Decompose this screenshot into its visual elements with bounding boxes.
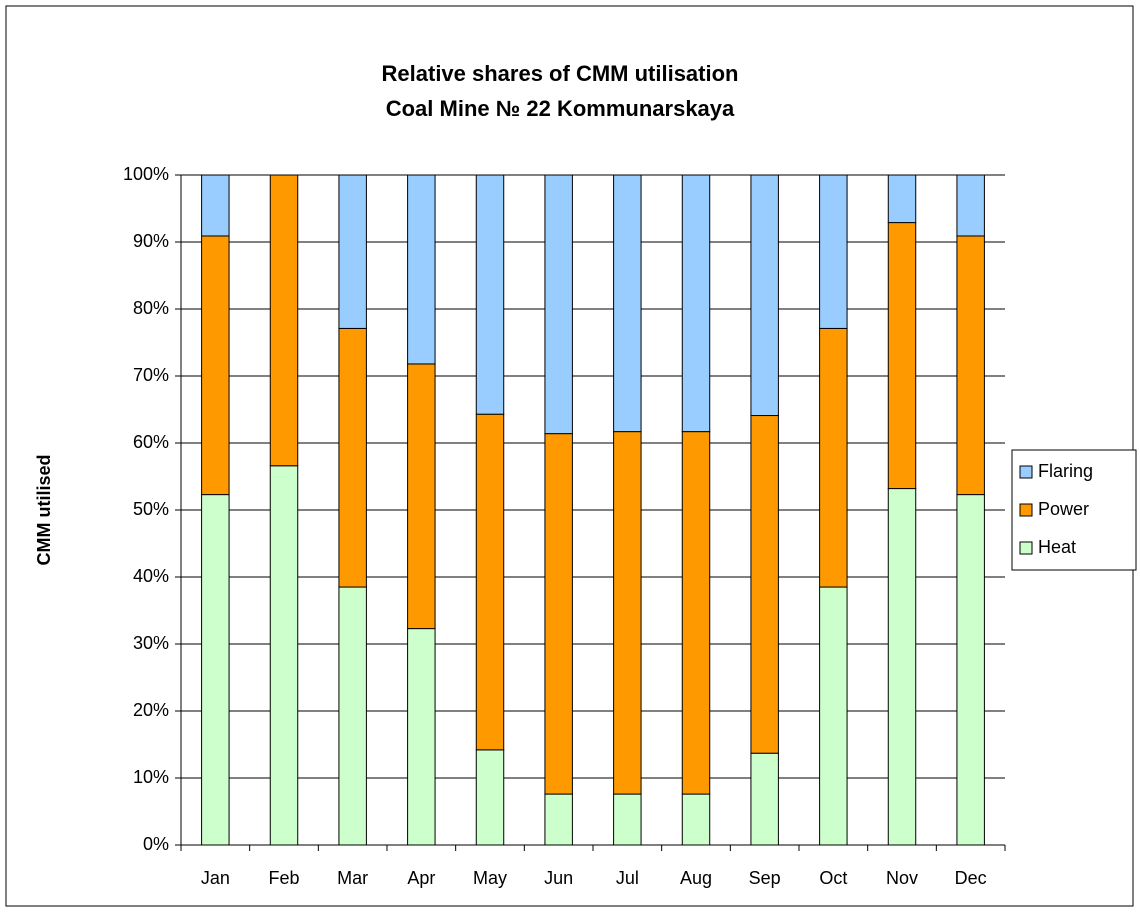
bar-segment (681, 431, 711, 795)
x-tick-label: Sep (749, 868, 781, 888)
x-tick-label: Dec (955, 868, 987, 888)
y-tick-label: 90% (133, 231, 169, 251)
bar-segment (544, 174, 573, 435)
x-tick-label: Feb (268, 868, 299, 888)
bar-segment (956, 494, 985, 846)
bar-segment (887, 222, 917, 490)
x-tick-label: Mar (337, 868, 368, 888)
x-tick-label: Apr (407, 868, 435, 888)
bar-segment (750, 752, 779, 846)
x-tick-label: May (473, 868, 507, 888)
bar-segment (544, 793, 573, 846)
bar-segment (613, 174, 642, 433)
y-tick-label: 70% (133, 365, 169, 385)
bar-segment (475, 174, 505, 415)
y-tick-label: 100% (123, 164, 169, 184)
bar-segment (544, 433, 573, 795)
y-tick-label: 80% (133, 298, 169, 318)
y-tick-label: 50% (133, 499, 169, 519)
bar-segment (956, 174, 985, 237)
y-tick-label: 10% (133, 767, 169, 787)
bar-segment (750, 415, 779, 754)
bar-segment (407, 174, 436, 365)
bar-segment (407, 363, 436, 630)
legend-box (1011, 449, 1137, 571)
x-tick-label: Nov (886, 868, 918, 888)
y-tick-label: 20% (133, 700, 169, 720)
bar-segment (338, 174, 367, 329)
bar-segment (201, 174, 230, 237)
x-tick-label: Jan (201, 868, 230, 888)
bar-segment (681, 793, 711, 846)
y-tick-label: 60% (133, 432, 169, 452)
legend-swatch (1019, 465, 1033, 479)
legend-swatch (1019, 503, 1033, 517)
bar-segment (887, 488, 917, 846)
chart-subtitle: Coal Mine № 22 Kommunarskaya (386, 96, 735, 121)
bar-segment (338, 586, 367, 846)
legend-label: Power (1038, 499, 1089, 519)
bar-segment (819, 586, 848, 846)
bar-segment (338, 327, 367, 588)
bar-segment (269, 174, 299, 467)
bar-segment (819, 327, 848, 588)
y-tick-label: 0% (143, 834, 169, 854)
x-tick-label: Jun (544, 868, 573, 888)
bar-segment (269, 465, 299, 846)
y-tick-label: 30% (133, 633, 169, 653)
bar-segment (613, 793, 642, 846)
bar-segment (681, 174, 711, 433)
bar-segment (887, 174, 917, 224)
bar-segment (475, 413, 505, 751)
x-tick-label: Aug (680, 868, 712, 888)
bar-segment (407, 628, 436, 846)
x-tick-label: Jul (616, 868, 639, 888)
x-tick-label: Oct (819, 868, 847, 888)
legend-label: Heat (1038, 537, 1076, 557)
y-tick-label: 40% (133, 566, 169, 586)
bar-segment (613, 431, 642, 795)
legend-label: Flaring (1038, 461, 1093, 481)
y-axis-label: CMM utilised (34, 455, 54, 566)
bar-segment (475, 749, 505, 846)
bar-segment (956, 235, 985, 496)
legend-swatch (1019, 541, 1033, 555)
bar-segment (819, 174, 848, 329)
bar-segment (201, 235, 230, 496)
bar-segment (201, 494, 230, 846)
chart-title: Relative shares of CMM utilisation (382, 61, 739, 86)
bar-segment (750, 174, 779, 417)
